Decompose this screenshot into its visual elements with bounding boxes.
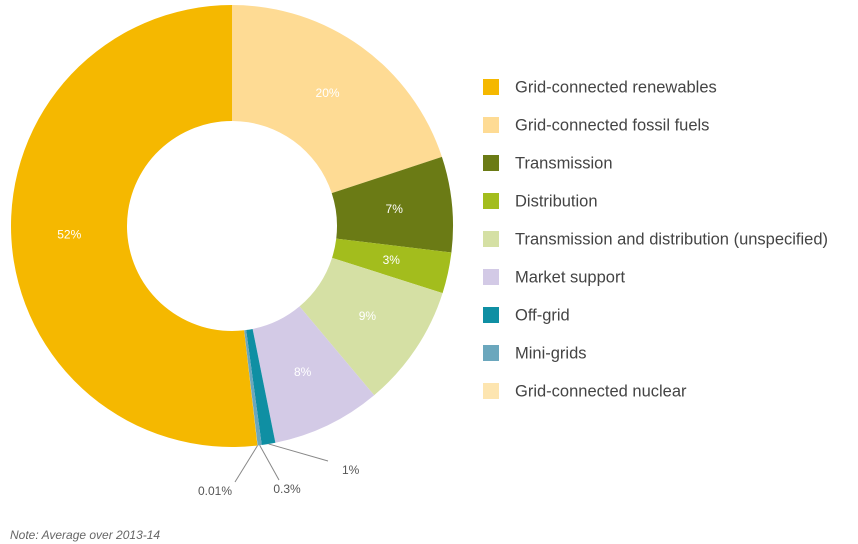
legend-swatch [483, 117, 499, 133]
legend-label: Market support [515, 268, 625, 286]
slice-label: 7% [386, 202, 404, 216]
slice [331, 156, 454, 253]
slice-label: 20% [316, 86, 340, 100]
legend-label: Transmission and distribution (unspecifi… [515, 230, 828, 248]
legend-swatch [483, 383, 499, 399]
legend-label: Grid-connected nuclear [515, 382, 687, 400]
slice-label: 0.01% [198, 484, 232, 498]
slice-label: 3% [383, 253, 401, 267]
legend-label: Off-grid [515, 306, 570, 324]
slice-label: 1% [342, 463, 360, 477]
legend-label: Grid-connected renewables [515, 78, 717, 96]
legend-swatch [483, 345, 499, 361]
legend-swatch [483, 155, 499, 171]
legend-swatch [483, 307, 499, 323]
note: Note: Average over 2013-14 [10, 528, 160, 542]
slice [244, 330, 262, 446]
slice [244, 330, 258, 446]
slice [246, 328, 276, 445]
slice-label: 9% [359, 309, 377, 323]
leader-line [259, 445, 280, 481]
legend-label: Distribution [515, 192, 598, 210]
slice-label: 8% [294, 365, 312, 379]
legend-label: Transmission [515, 154, 613, 172]
leader-line [234, 445, 258, 483]
slice [332, 238, 452, 294]
slice [232, 5, 442, 194]
legend-label: Mini-grids [515, 344, 587, 362]
legend-swatch [483, 231, 499, 247]
slice-label: 52% [57, 228, 81, 242]
legend-label: Grid-connected fossil fuels [515, 116, 709, 134]
slice [299, 257, 443, 396]
legend-swatch [483, 193, 499, 209]
slice-label: 0.3% [273, 482, 301, 496]
leader-line [268, 443, 329, 462]
legend-swatch [483, 79, 499, 95]
slice [11, 5, 258, 447]
legend-swatch [483, 269, 499, 285]
slice [252, 306, 375, 443]
